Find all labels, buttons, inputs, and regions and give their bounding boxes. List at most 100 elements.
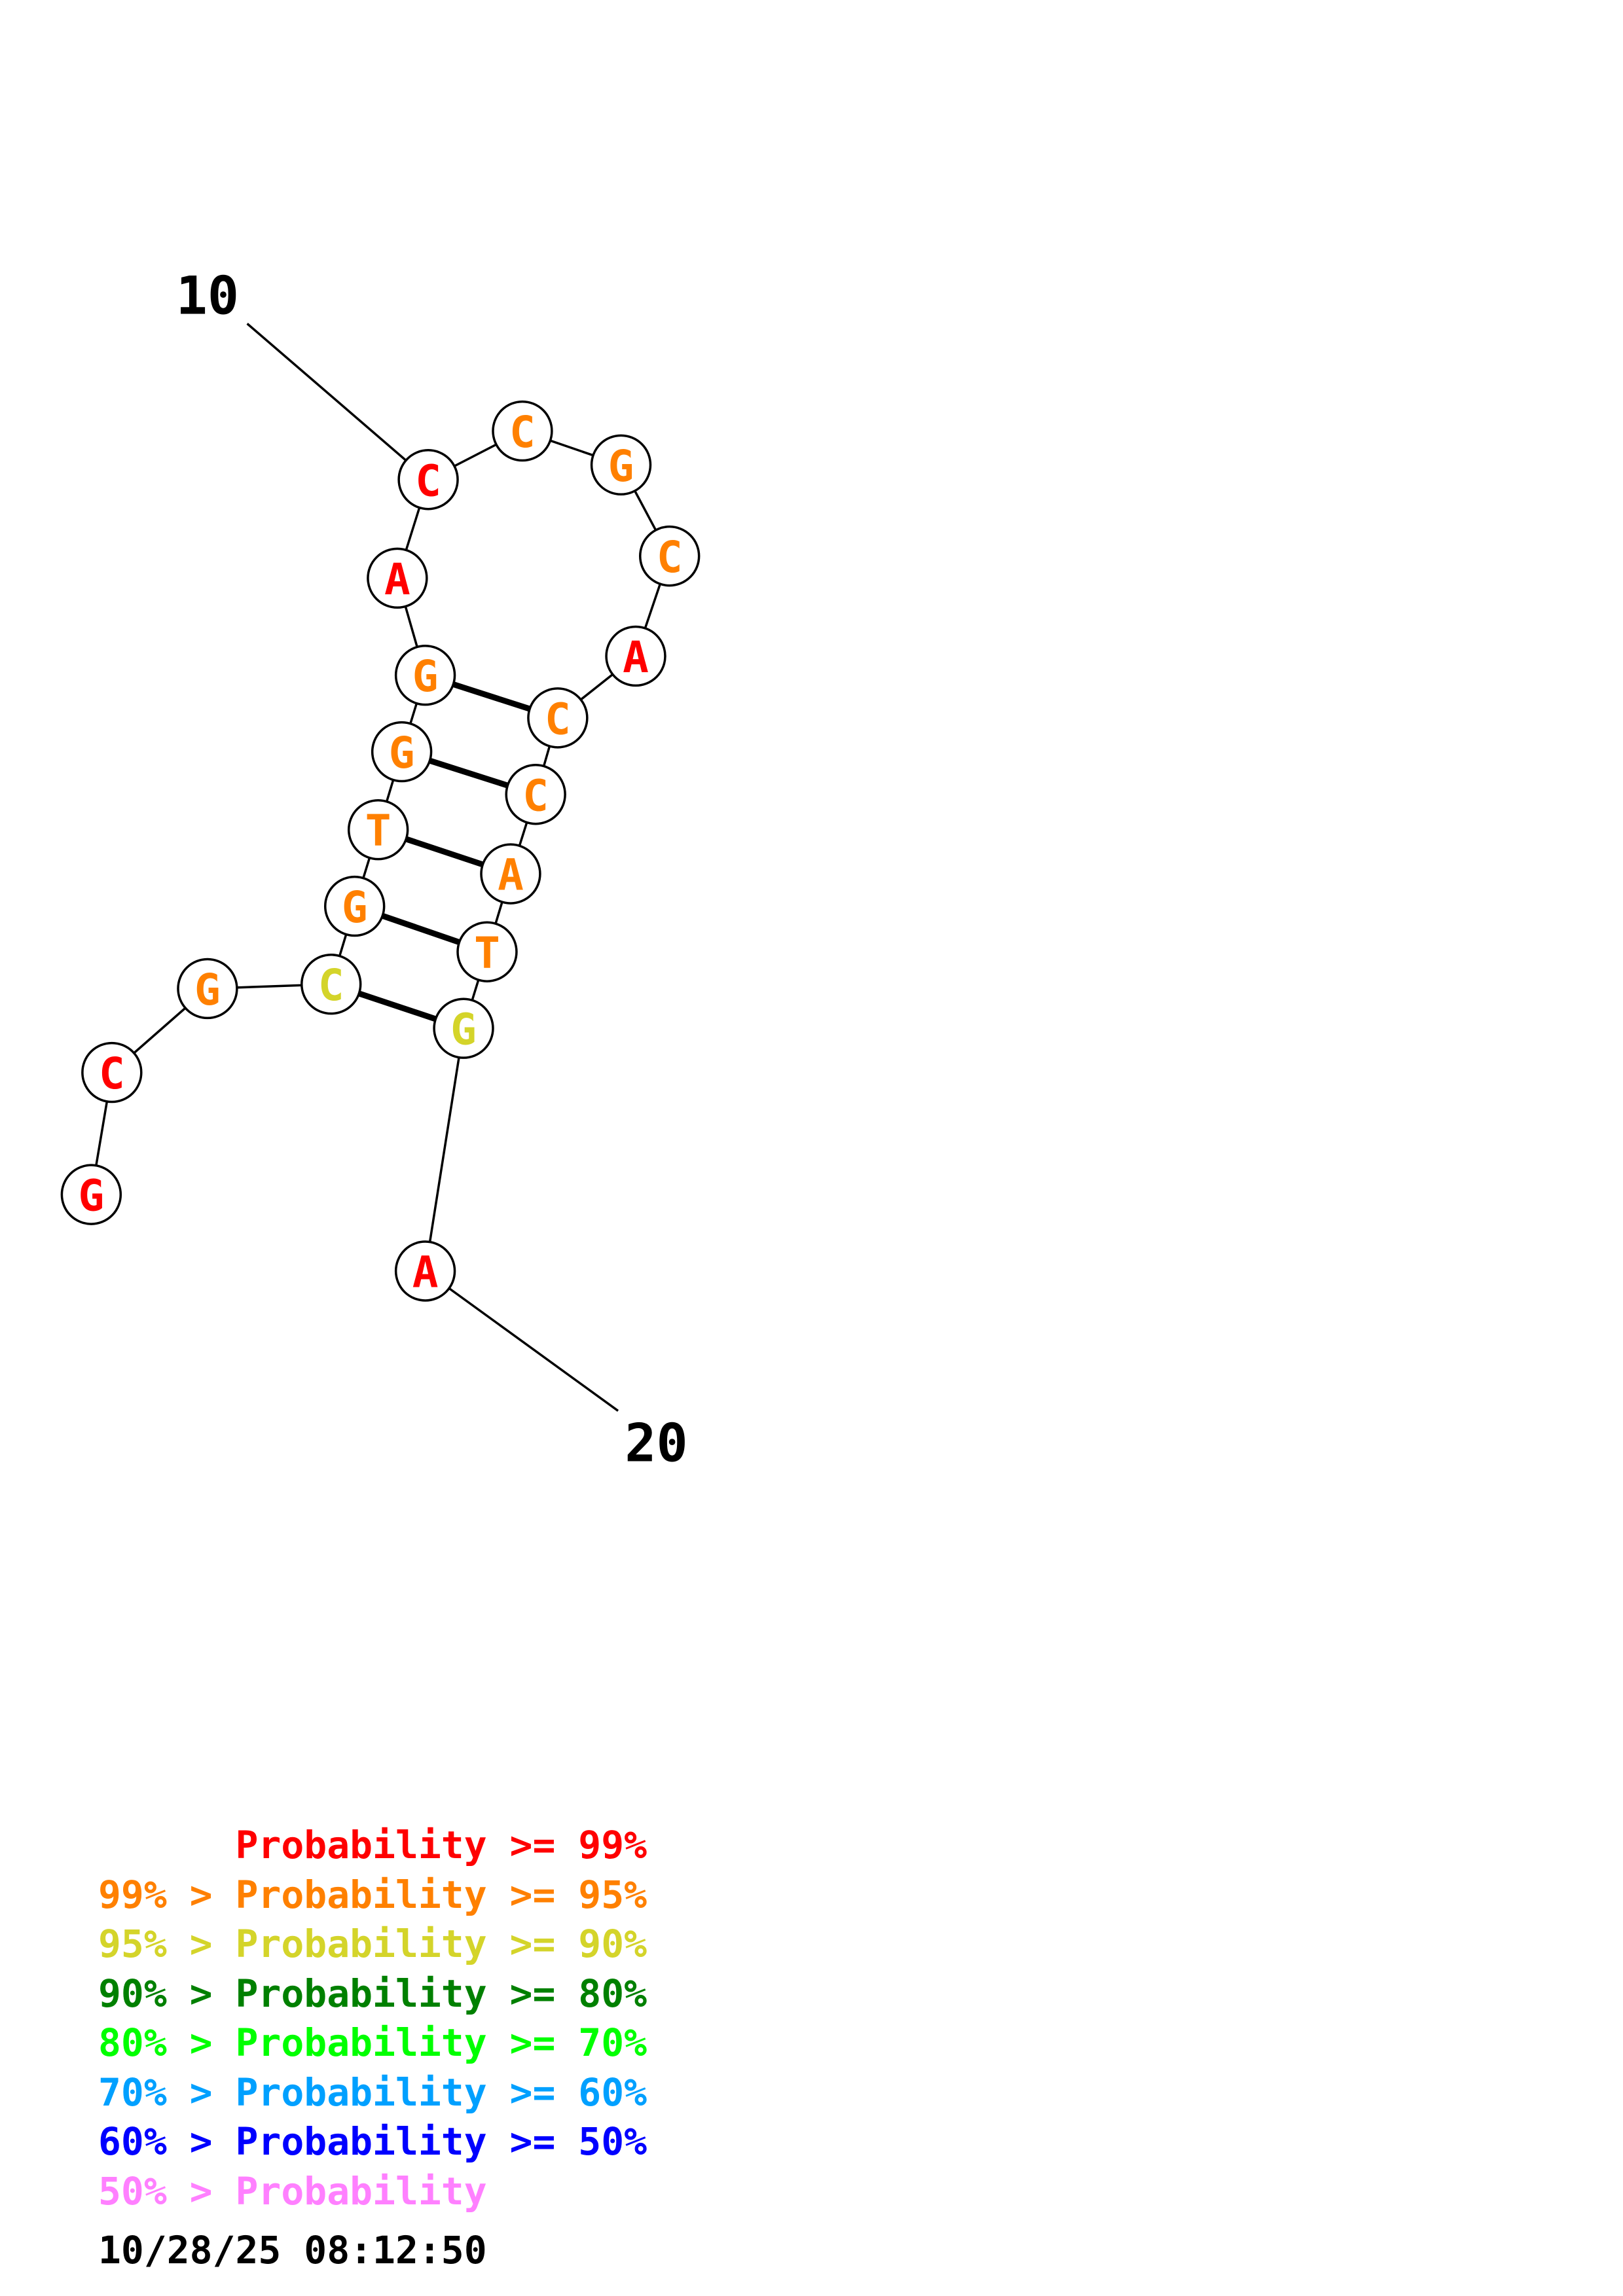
timestamp: 10/28/25 08:12:50 bbox=[98, 2228, 487, 2272]
nucleotide-circle bbox=[301, 954, 362, 1015]
probability-legend: Probability >= 99% 99% > Probability >= 9… bbox=[98, 1821, 647, 2216]
legend-entry: 60% > Probability >= 50% bbox=[98, 2117, 647, 2167]
legend-text: Probability >= 95% bbox=[235, 1872, 647, 1917]
nucleotide-circle bbox=[505, 764, 566, 825]
nucleotide-circle bbox=[394, 644, 456, 706]
nucleotide: C bbox=[505, 764, 566, 825]
nucleotide-circle bbox=[527, 687, 589, 749]
nucleotide: C bbox=[81, 1041, 143, 1103]
legend-entry: 95% > Probability >= 90% bbox=[98, 1920, 647, 1969]
legend-text: Probability >= 50% bbox=[235, 2119, 647, 2164]
nucleotide: G bbox=[433, 997, 494, 1059]
nucleotide-circle bbox=[177, 958, 238, 1020]
nucleotide: A bbox=[605, 625, 666, 687]
backbone-segment bbox=[424, 1028, 465, 1272]
nucleotide-circle bbox=[394, 1240, 456, 1302]
legend-entry: 80% > Probability >= 70% bbox=[98, 2018, 647, 2068]
legend-text: Probability >= 99% bbox=[235, 1823, 647, 1867]
nucleotide-base: C bbox=[509, 407, 536, 457]
legend-text: Probability >= 60% bbox=[235, 2070, 647, 2115]
legend-prefix: 99% > bbox=[98, 1872, 236, 1917]
nucleotide-base: T bbox=[365, 806, 392, 856]
base-pair-lines bbox=[357, 681, 531, 1022]
position-label: 10 bbox=[176, 265, 239, 326]
nucleotide: G bbox=[371, 721, 433, 783]
legend-prefix: 90% > bbox=[98, 1971, 236, 2016]
nucleotide-base: C bbox=[522, 770, 549, 821]
position-label: 20 bbox=[625, 1412, 687, 1473]
nucleotide-base: A bbox=[384, 554, 410, 605]
nucleotide-base: G bbox=[450, 1005, 477, 1055]
nucleotide-circle bbox=[433, 997, 494, 1059]
nucleotide: C bbox=[301, 954, 362, 1015]
nucleotide-circle bbox=[60, 1164, 122, 1225]
nucleotide: C bbox=[638, 525, 701, 587]
legend-entry: 70% > Probability >= 60% bbox=[98, 2068, 647, 2118]
nucleotide-circle bbox=[492, 400, 553, 462]
nucleotide-circle bbox=[638, 525, 701, 587]
nucleotide: T bbox=[347, 798, 409, 861]
nucleotide: G bbox=[323, 875, 386, 937]
nucleotide-base: C bbox=[545, 694, 571, 744]
nucleotide-base: C bbox=[99, 1049, 125, 1099]
nucleotide-circle bbox=[397, 449, 459, 511]
nucleotide-circle bbox=[590, 434, 652, 495]
legend-text: Probability bbox=[235, 2168, 487, 2214]
nucleotide-circle bbox=[371, 721, 433, 783]
base-pair-bond bbox=[452, 681, 531, 712]
nucleotide-circle bbox=[605, 625, 666, 687]
nucleotide-base: A bbox=[623, 632, 649, 683]
position-tick-line bbox=[246, 323, 429, 481]
legend-prefix: 50% > bbox=[98, 2168, 236, 2214]
nucleotide: T bbox=[456, 921, 518, 982]
legend-text: Probability >= 70% bbox=[235, 2020, 647, 2065]
legend-entry: 50% > Probability bbox=[98, 2167, 647, 2217]
nucleotide-base: G bbox=[194, 965, 221, 1015]
nucleotide: C bbox=[492, 400, 553, 462]
position-tick-line bbox=[424, 1270, 619, 1412]
legend-prefix: 70% > bbox=[98, 2070, 236, 2115]
nucleotide: A bbox=[394, 1240, 456, 1302]
nucleotide-base: A bbox=[412, 1247, 439, 1298]
nucleotide: G bbox=[60, 1164, 122, 1225]
legend-entry: 99% > Probability >= 95% bbox=[98, 1871, 647, 1920]
nucleotide-circle bbox=[456, 921, 518, 982]
nucleotide-base: G bbox=[78, 1171, 104, 1221]
nucleotide-base: C bbox=[415, 456, 441, 506]
legend-text: Probability >= 80% bbox=[235, 1971, 647, 2016]
legend-prefix: 60% > bbox=[98, 2119, 236, 2164]
nucleotide-circle bbox=[480, 843, 541, 905]
legend-prefix: 80% > bbox=[98, 2020, 236, 2065]
base-pair-bond bbox=[381, 912, 460, 945]
legend-prefix bbox=[98, 1823, 236, 1867]
nucleotide-base: C bbox=[318, 960, 344, 1011]
legend-text: Probability >= 90% bbox=[235, 1922, 647, 1966]
nucleotide: A bbox=[480, 843, 541, 905]
nucleotide: C bbox=[527, 687, 589, 749]
nucleotide-base: G bbox=[389, 728, 415, 778]
nucleotide-base: C bbox=[657, 532, 683, 583]
nucleotide-base: G bbox=[608, 441, 634, 492]
legend-entry: Probability >= 99% bbox=[98, 1821, 647, 1871]
nucleotide: G bbox=[394, 644, 456, 706]
nucleotide-base: G bbox=[412, 651, 439, 702]
position-labels: 10 20 bbox=[176, 265, 688, 1473]
nucleotide: C bbox=[397, 449, 459, 511]
nucleotide-base: G bbox=[342, 882, 368, 933]
legend-entry: 90% > Probability >= 80% bbox=[98, 1969, 647, 2019]
nucleotide-circle bbox=[81, 1041, 143, 1103]
legend-prefix: 95% > bbox=[98, 1922, 236, 1966]
nucleotide-circle bbox=[347, 798, 409, 861]
nucleotide-base: A bbox=[498, 850, 524, 901]
nucleotide-base: T bbox=[474, 928, 500, 978]
nucleotide-circle bbox=[367, 547, 428, 609]
nucleotide: A bbox=[367, 547, 428, 609]
base-pair-bond bbox=[405, 836, 484, 868]
base-pair-bond bbox=[429, 757, 509, 789]
nucleotide: G bbox=[177, 958, 238, 1020]
nucleotide: G bbox=[590, 434, 652, 495]
base-pair-bond bbox=[357, 990, 437, 1022]
nucleotide-circle bbox=[323, 875, 386, 937]
